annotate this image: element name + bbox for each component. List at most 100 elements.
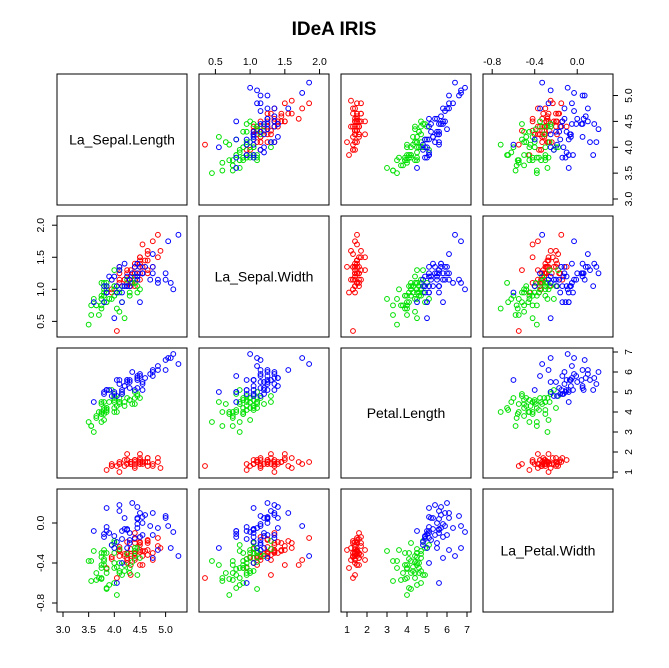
data-point: [410, 289, 416, 296]
data-point: [113, 539, 120, 545]
data-point: [538, 146, 544, 153]
data-point: [155, 276, 161, 283]
data-point: [535, 238, 541, 245]
data-point: [271, 369, 278, 375]
data-point: [561, 369, 568, 375]
data-point: [271, 105, 278, 112]
data-point: [556, 110, 563, 117]
data-point: [155, 455, 161, 461]
data-point: [542, 152, 549, 158]
data-point: [139, 379, 146, 385]
data-point: [254, 405, 260, 411]
data-point: [519, 267, 525, 273]
data-point: [512, 312, 519, 318]
panel-frame: [198, 215, 330, 338]
data-point: [271, 550, 278, 556]
data-point: [98, 401, 105, 407]
data-point: [533, 419, 540, 425]
panel-frame: [482, 347, 614, 479]
data-point: [149, 373, 156, 379]
data-point: [108, 463, 115, 469]
data-point: [510, 141, 517, 148]
data-point: [127, 273, 134, 280]
data-point: [426, 263, 432, 270]
data-point: [250, 560, 257, 566]
data-point: [504, 152, 510, 158]
panel-frame: [198, 73, 330, 206]
data-point: [350, 251, 356, 257]
panel-frame: [198, 347, 330, 479]
data-point: [264, 514, 271, 520]
data-point: [430, 134, 436, 140]
data-point: [537, 270, 543, 277]
axes-layer: 3.0 3.5 4.0 4.5 5.0 0.5 1.0 1.5 2.0 1 2 3 4 5 6 7 -0.8 -0…: [35, 56, 635, 636]
data-point: [571, 238, 577, 245]
panel-frame: [340, 488, 472, 613]
data-point: [268, 538, 274, 544]
data-point: [101, 407, 107, 413]
data-point: [226, 592, 233, 598]
data-point: [268, 451, 274, 457]
data-point: [525, 299, 532, 306]
data-point: [581, 92, 588, 99]
data-point: [547, 123, 554, 130]
data-point: [444, 532, 450, 538]
data-point: [106, 399, 113, 405]
data-point: [348, 97, 354, 104]
data-point: [444, 500, 450, 506]
data-point: [462, 286, 468, 293]
data-point: [119, 536, 125, 542]
data-point: [563, 387, 570, 393]
data-point: [271, 502, 278, 508]
data-point: [595, 126, 602, 133]
data-point: [595, 270, 602, 277]
data-point: [90, 399, 97, 405]
data-point: [539, 123, 546, 130]
data-point: [116, 286, 123, 293]
data-point: [446, 270, 452, 277]
data-point: [540, 110, 547, 117]
data-point: [579, 273, 586, 280]
data-point: [458, 280, 464, 286]
data-point: [98, 575, 105, 581]
panel-3-4: [482, 347, 614, 479]
data-point: [578, 270, 585, 277]
panel-frame: [482, 215, 614, 338]
data-point: [558, 123, 565, 130]
data-point: [131, 263, 138, 270]
data-point: [257, 379, 264, 385]
data-point: [531, 397, 538, 403]
data-point: [565, 165, 572, 171]
data-point: [536, 154, 542, 161]
x-tick-label: 3.0: [56, 624, 71, 636]
data-point: [306, 553, 313, 559]
y-tick-label: 1.0: [35, 282, 47, 297]
data-point: [553, 257, 559, 264]
data-point: [129, 559, 136, 565]
data-point: [440, 555, 446, 561]
data-point: [563, 283, 570, 290]
data-point: [536, 146, 542, 153]
data-point: [111, 550, 118, 556]
data-point: [88, 558, 95, 564]
data-point: [134, 525, 141, 531]
data-point: [408, 154, 414, 161]
data-point: [134, 276, 141, 283]
x-tick-label: 2: [364, 624, 370, 636]
data-point: [504, 405, 510, 411]
data-point: [542, 283, 549, 290]
data-point: [250, 154, 257, 161]
data-point: [556, 128, 563, 135]
data-point: [406, 289, 412, 296]
data-point: [243, 139, 250, 145]
data-point: [271, 535, 278, 541]
data-point: [406, 556, 412, 562]
data-point: [113, 377, 120, 383]
y-tick-label: 3.0: [623, 192, 635, 207]
data-point: [202, 141, 208, 148]
data-point: [354, 257, 360, 264]
data-point: [126, 570, 133, 576]
data-point: [512, 423, 519, 429]
data-point: [412, 157, 418, 164]
data-point: [229, 415, 236, 421]
